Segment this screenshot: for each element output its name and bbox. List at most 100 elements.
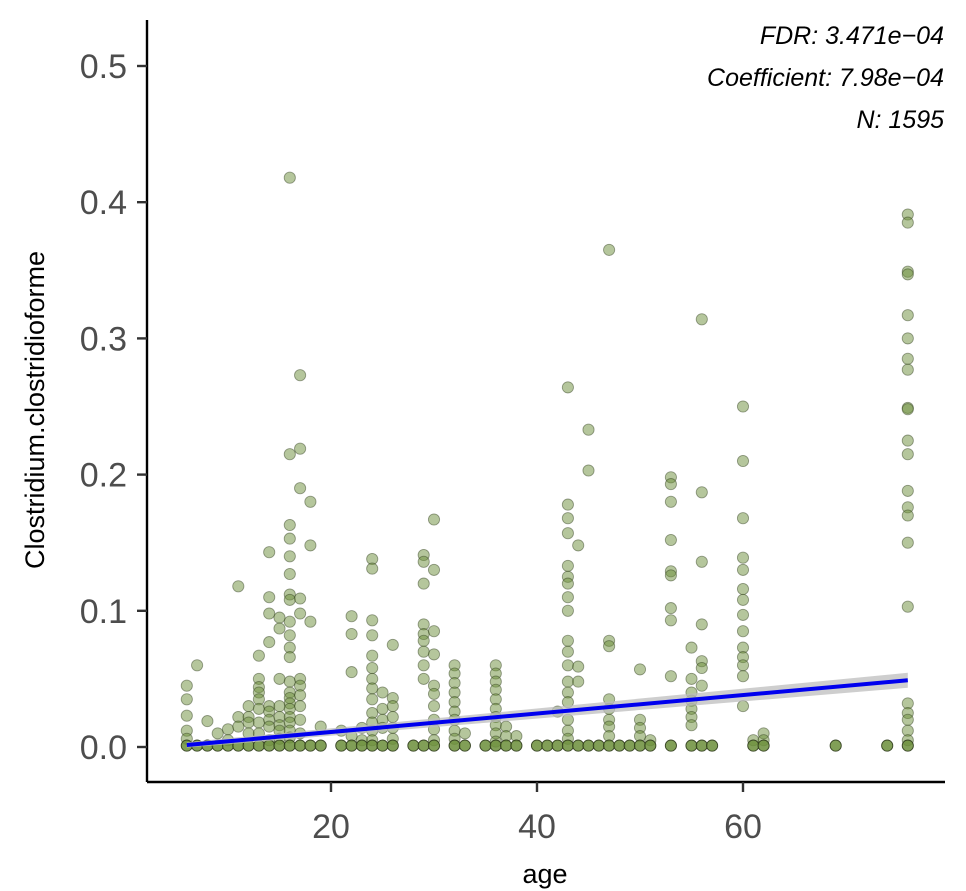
data-point (736, 670, 750, 683)
data-point (736, 593, 750, 606)
data-point (664, 533, 677, 547)
data-point (366, 739, 379, 752)
data-point (252, 649, 265, 662)
data-point (180, 693, 193, 706)
data-point (551, 739, 564, 752)
data-point (232, 720, 245, 733)
data-point (263, 636, 276, 649)
data-point (664, 478, 677, 491)
data-point (603, 640, 616, 653)
data-point (561, 577, 574, 590)
data-point (273, 739, 286, 752)
data-point (561, 512, 574, 525)
data-point (294, 607, 307, 620)
data-point (386, 638, 399, 651)
data-point (417, 577, 430, 590)
ticks: 0.0 0.1 0.2 0.3 0.4 0.5 20 40 60 (80, 48, 762, 846)
data-point (561, 659, 574, 672)
data-point (366, 649, 379, 662)
data-point (345, 666, 358, 679)
data-point (901, 352, 914, 365)
data-point (427, 648, 441, 661)
data-point (603, 243, 616, 256)
fdr-annotation: FDR: 3.471e−04 (760, 22, 944, 50)
y-tick-label: 0.4 (80, 184, 127, 222)
data-point (283, 629, 296, 642)
data-point (211, 727, 224, 740)
data-point (572, 675, 585, 688)
data-point (386, 700, 399, 713)
data-point (180, 679, 193, 692)
data-point (345, 610, 358, 623)
data-point (386, 739, 399, 752)
data-point (633, 739, 647, 752)
data-point (685, 672, 698, 685)
x-tick-label: 20 (312, 808, 350, 846)
y-tick-label: 0.1 (80, 593, 127, 631)
data-point (366, 682, 379, 695)
data-point (252, 702, 265, 715)
data-point (427, 563, 441, 576)
data-point (561, 634, 574, 647)
data-point (273, 611, 286, 624)
data-point (263, 739, 276, 752)
data-point (901, 403, 914, 416)
data-point (201, 715, 214, 728)
data-point (736, 625, 750, 638)
data-point (427, 625, 441, 638)
data-point (221, 723, 235, 736)
data-point (283, 171, 296, 184)
data-point (613, 739, 626, 752)
y-tick-label: 0.0 (80, 729, 127, 767)
data-point (252, 716, 265, 729)
data-point (582, 464, 595, 477)
data-point (263, 607, 276, 620)
data-point (283, 550, 296, 563)
data-point (572, 739, 585, 752)
data-point (561, 591, 574, 604)
data-point (427, 739, 441, 752)
data-point (427, 700, 441, 713)
data-point (561, 559, 574, 572)
data-point (633, 663, 647, 676)
data-point (366, 614, 379, 627)
data-point (561, 604, 574, 617)
data-point (901, 309, 914, 322)
data-point (561, 739, 574, 752)
data-point (283, 567, 296, 581)
data-point (294, 713, 307, 726)
data-point (901, 268, 914, 281)
data-point (355, 739, 368, 752)
axes (145, 20, 945, 784)
data-point (561, 645, 574, 658)
data-point (458, 739, 471, 752)
data-point (283, 448, 296, 461)
data-point (242, 716, 255, 729)
data-point (736, 582, 750, 596)
data-point (623, 739, 636, 752)
x-tick-label: 40 (518, 808, 556, 846)
n-annotation: N: 1595 (856, 106, 944, 134)
data-point (695, 313, 708, 326)
data-point (180, 709, 193, 722)
data-point (304, 495, 317, 508)
data-point (901, 332, 914, 345)
data-point (479, 739, 492, 752)
data-point (695, 555, 708, 568)
data-point (345, 739, 358, 752)
data-point (242, 700, 255, 713)
data-point (273, 672, 286, 685)
data-point (664, 614, 677, 627)
data-point (458, 727, 471, 740)
data-point (541, 739, 554, 752)
data-point (685, 719, 698, 732)
data-point (736, 608, 750, 621)
data-point (901, 448, 914, 461)
data-point (901, 600, 914, 613)
data-point (417, 645, 430, 658)
data-point (664, 569, 677, 582)
y-tick-label: 0.5 (80, 48, 127, 86)
data-point (294, 592, 307, 605)
data-point (283, 615, 296, 628)
